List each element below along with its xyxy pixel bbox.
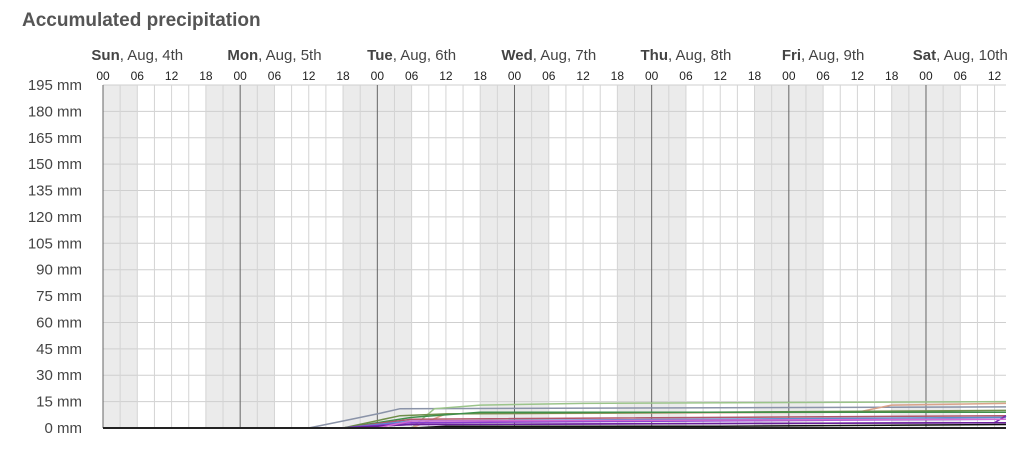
hour-tick-label: 12 [165, 69, 179, 83]
hour-tick-label: 00 [371, 69, 385, 83]
hour-tick-label: 18 [474, 69, 488, 83]
hour-tick-label: 18 [336, 69, 350, 83]
hour-tick-label: 18 [748, 69, 762, 83]
day-label: Tue, Aug, 6th [367, 47, 456, 64]
day-label: Wed, Aug, 7th [501, 47, 596, 64]
y-tick-label: 180 mm [28, 103, 82, 120]
hour-tick-label: 06 [268, 69, 282, 83]
y-tick-label: 195 mm [28, 77, 82, 94]
hour-tick-label: 12 [439, 69, 453, 83]
y-tick-label: 30 mm [36, 367, 82, 384]
hour-tick-label: 00 [96, 69, 110, 83]
y-tick-label: 0 mm [45, 420, 83, 437]
y-tick-label: 165 mm [28, 130, 82, 147]
y-tick-label: 120 mm [28, 209, 82, 226]
day-label: Sun, Aug, 4th [91, 47, 183, 64]
hour-tick-label: 06 [816, 69, 830, 83]
y-tick-label: 60 mm [36, 314, 82, 331]
hour-tick-label: 06 [679, 69, 693, 83]
hour-tick-label: 00 [782, 69, 796, 83]
y-tick-label: 75 mm [36, 288, 82, 305]
day-label: Mon, Aug, 5th [227, 47, 321, 64]
hour-tick-label: 00 [645, 69, 659, 83]
hour-tick-label: 12 [576, 69, 590, 83]
hour-tick-label: 12 [851, 69, 865, 83]
hour-tick-label: 06 [542, 69, 556, 83]
y-tick-label: 150 mm [28, 156, 82, 173]
day-label: Sat, Aug, 10th [913, 47, 1008, 64]
hour-tick-label: 00 [919, 69, 933, 83]
hour-tick-label: 00 [233, 69, 247, 83]
y-tick-label: 15 mm [36, 394, 82, 411]
hour-tick-label: 06 [131, 69, 145, 83]
hour-tick-label: 06 [954, 69, 968, 83]
y-tick-label: 90 mm [36, 262, 82, 279]
hour-tick-label: 18 [611, 69, 625, 83]
y-tick-label: 135 mm [28, 183, 82, 200]
hour-tick-label: 12 [988, 69, 1002, 83]
hour-tick-label: 12 [714, 69, 728, 83]
hour-tick-label: 18 [199, 69, 213, 83]
hour-tick-label: 12 [302, 69, 316, 83]
y-tick-label: 45 mm [36, 341, 82, 358]
day-label: Fri, Aug, 9th [782, 47, 865, 64]
day-label: Thu, Aug, 8th [641, 47, 732, 64]
axis-labels: 0 mm 15 mm 30 mm 45 mm 60 mm 75 mm 90 mm 105 mm… [28, 47, 1008, 437]
hour-tick-label: 06 [405, 69, 419, 83]
hour-tick-label: 00 [508, 69, 522, 83]
chart-title: Accumulated precipitation [22, 10, 261, 31]
hour-tick-label: 18 [885, 69, 899, 83]
y-tick-label: 105 mm [28, 235, 82, 252]
